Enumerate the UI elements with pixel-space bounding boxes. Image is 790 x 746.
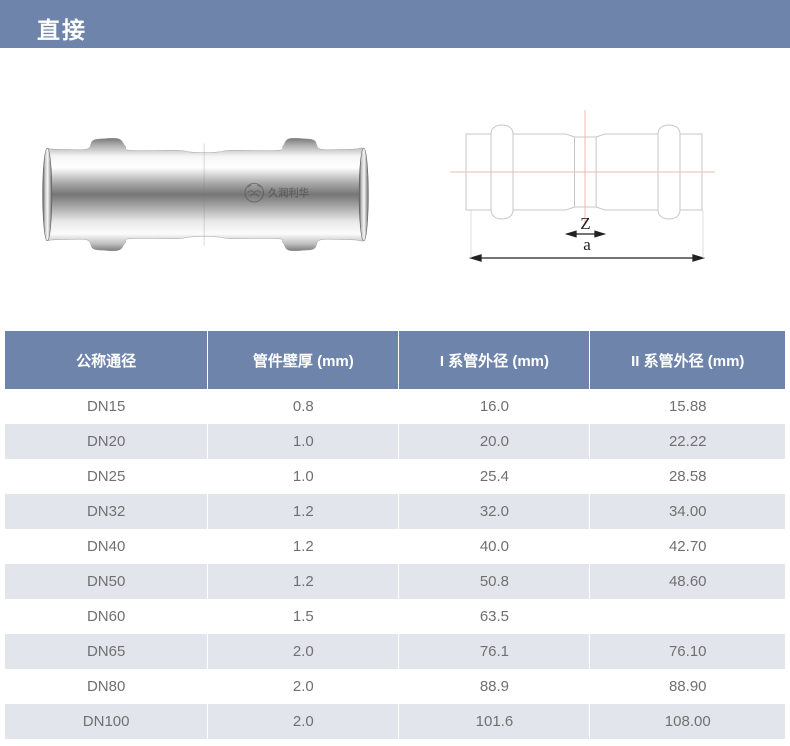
svg-text:Z: Z — [580, 214, 590, 233]
svg-text:a: a — [583, 235, 591, 254]
svg-text:久润利华: 久润利华 — [267, 186, 309, 199]
